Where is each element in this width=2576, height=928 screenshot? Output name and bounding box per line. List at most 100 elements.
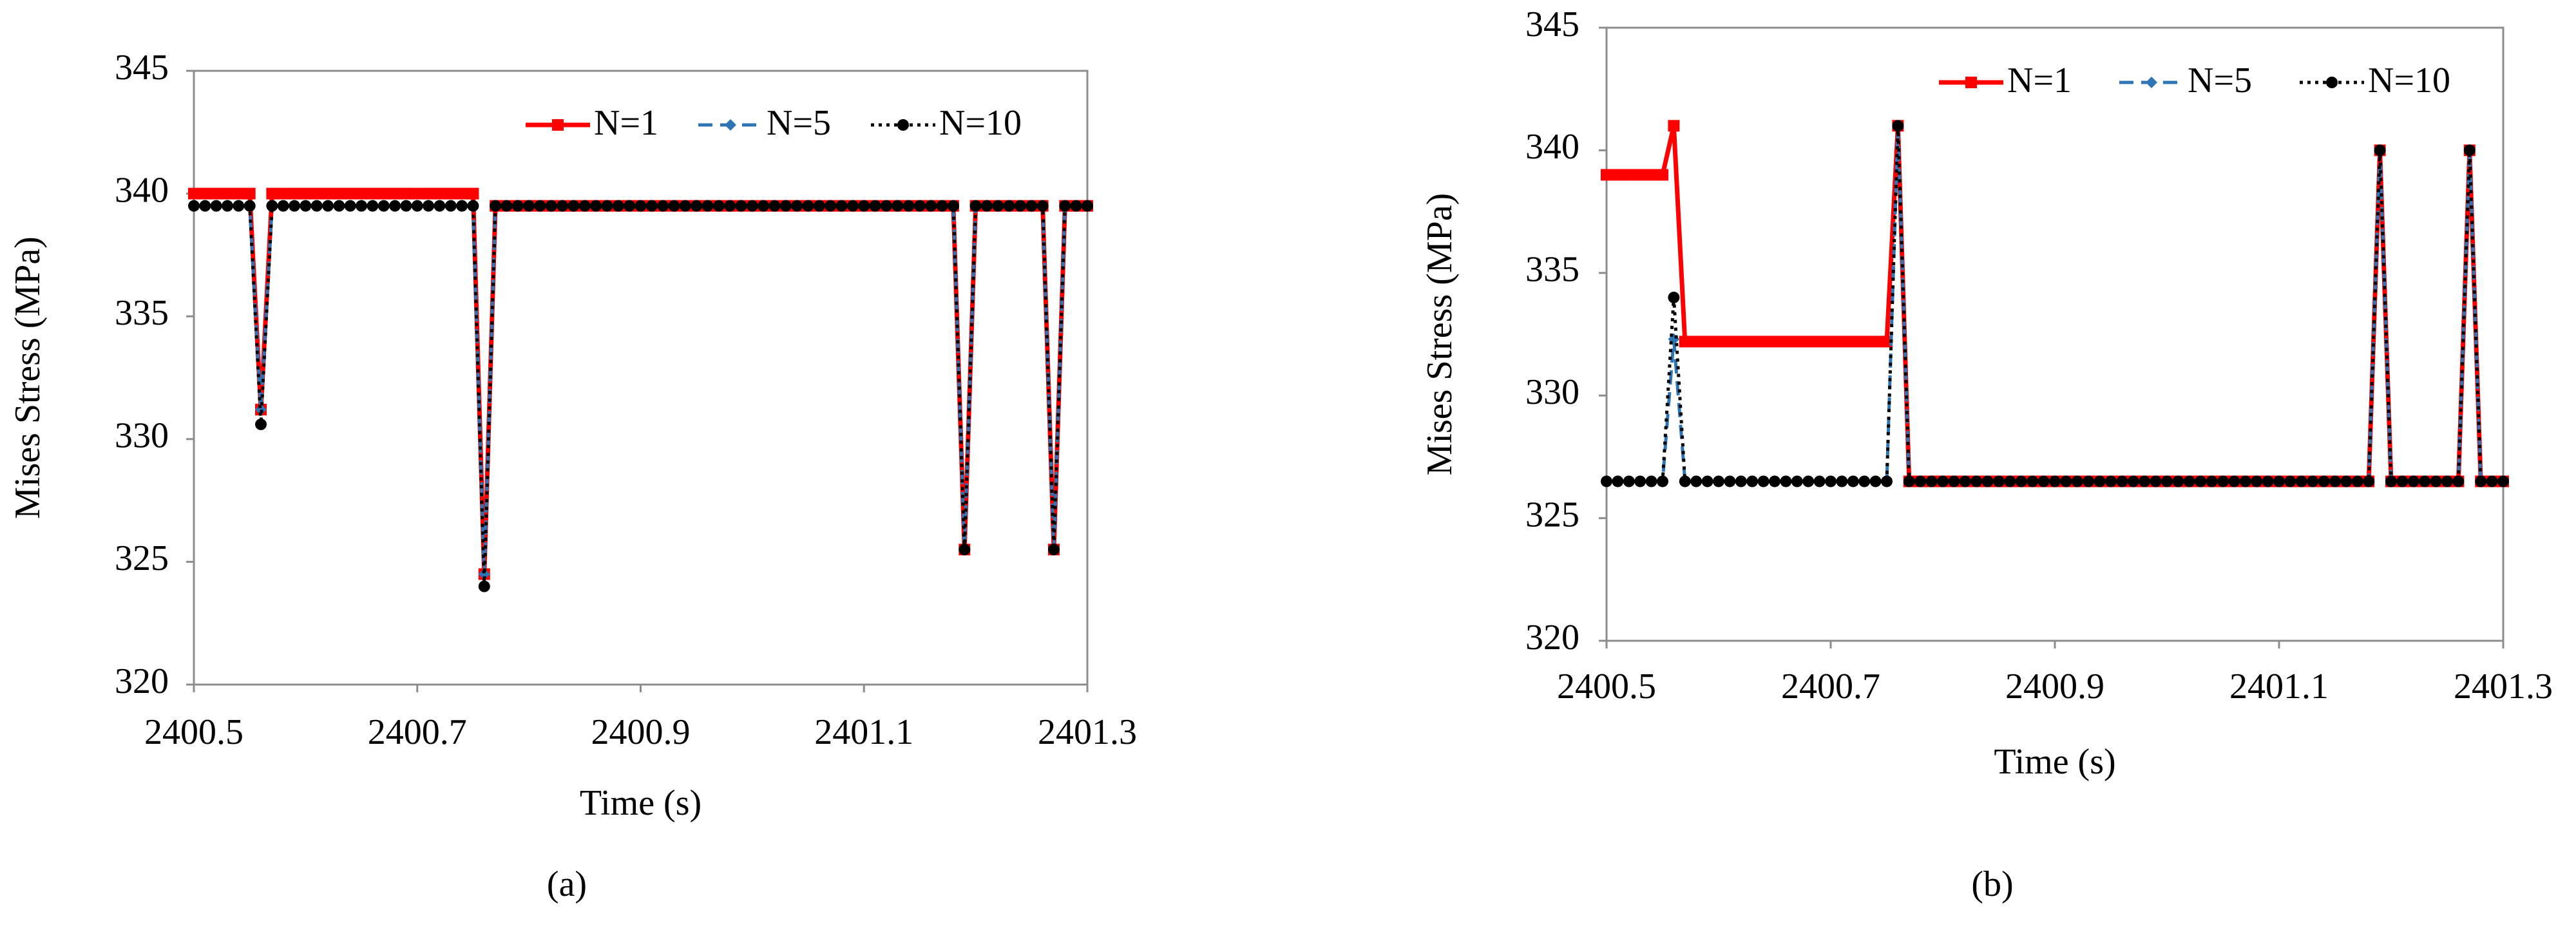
marker (2340, 475, 2352, 488)
marker (2318, 475, 2330, 488)
marker (1690, 336, 1703, 348)
marker (1724, 475, 1736, 488)
marker (2497, 475, 2509, 488)
x-tick-label: 2400.5 (144, 712, 243, 752)
y-tick-label: 340 (1525, 127, 1579, 167)
marker (478, 568, 490, 580)
marker (534, 200, 546, 212)
marker (1645, 475, 1657, 488)
legend-label: N=5 (767, 103, 831, 143)
marker (1657, 169, 1668, 181)
marker (1713, 336, 1724, 348)
marker (210, 200, 222, 212)
marker (434, 187, 446, 200)
marker (1769, 475, 1780, 488)
marker (1802, 475, 1815, 488)
marker (222, 187, 234, 200)
marker (233, 187, 245, 200)
legend-marker (2146, 77, 2157, 88)
marker (1869, 336, 1882, 348)
x-tick-label: 2400.5 (1557, 667, 1656, 706)
marker (310, 187, 323, 200)
marker (356, 200, 368, 212)
marker (2206, 475, 2218, 488)
marker (289, 200, 301, 212)
marker (1601, 475, 1612, 488)
y-tick-label: 320 (1525, 618, 1579, 658)
marker (1634, 169, 1646, 181)
marker (2273, 475, 2285, 488)
marker (1690, 475, 1703, 488)
chart: 320 325 330 335 340 345 2400.5 2400.7 2400.9 2401… (1420, 5, 2553, 904)
marker (2307, 475, 2319, 488)
x-axis-title: Time (s) (1994, 742, 2115, 782)
marker (2150, 475, 2162, 488)
marker (501, 200, 513, 212)
marker (2486, 475, 2498, 488)
marker (1701, 475, 1713, 488)
y-tick-label: 330 (115, 416, 169, 456)
marker (277, 200, 289, 212)
marker (590, 200, 602, 212)
legend-label: N=10 (2368, 61, 2450, 100)
marker (467, 187, 479, 200)
marker (199, 200, 211, 212)
marker (2183, 475, 2195, 488)
marker (2374, 144, 2386, 156)
marker (1847, 475, 1859, 488)
marker (2004, 475, 2016, 488)
x-tick-label: 2400.9 (2005, 667, 2104, 706)
legend-label: N=10 (939, 103, 1022, 143)
marker (2463, 144, 2476, 156)
marker (367, 200, 379, 212)
marker (1657, 475, 1668, 488)
marker (199, 187, 211, 200)
x-tick-label: 2401.3 (2454, 667, 2553, 706)
marker (333, 187, 345, 200)
marker (1735, 475, 1747, 488)
marker (1623, 169, 1635, 181)
marker (735, 200, 747, 212)
marker (434, 200, 446, 212)
legend-label: N=1 (594, 103, 658, 143)
marker (389, 200, 401, 212)
marker (679, 200, 691, 212)
marker (1948, 475, 1960, 488)
marker (456, 187, 468, 200)
marker (1679, 336, 1691, 348)
marker (188, 200, 200, 212)
marker (2083, 475, 2095, 488)
marker (668, 200, 680, 212)
marker (2094, 475, 2106, 488)
marker (645, 200, 658, 212)
marker (936, 200, 948, 212)
marker (1724, 336, 1736, 348)
marker (825, 200, 837, 212)
marker (701, 200, 714, 212)
marker (1836, 475, 1848, 488)
marker (835, 200, 848, 212)
marker (1780, 336, 1792, 348)
marker (467, 200, 479, 212)
marker (892, 200, 904, 212)
marker (300, 200, 312, 212)
marker (400, 200, 412, 212)
marker (456, 200, 468, 212)
marker (2139, 475, 2151, 488)
marker (2351, 475, 2363, 488)
marker (1813, 336, 1826, 348)
marker (377, 200, 390, 212)
marker (2071, 475, 2083, 488)
marker (758, 200, 770, 212)
marker (423, 200, 435, 212)
marker (1993, 475, 2005, 488)
marker (1970, 475, 1983, 488)
marker (557, 200, 569, 212)
marker (1813, 475, 1826, 488)
marker (1026, 200, 1038, 212)
marker (1757, 336, 1770, 348)
marker (1746, 336, 1759, 348)
marker (2027, 475, 2039, 488)
marker (322, 200, 334, 212)
marker (858, 200, 870, 212)
